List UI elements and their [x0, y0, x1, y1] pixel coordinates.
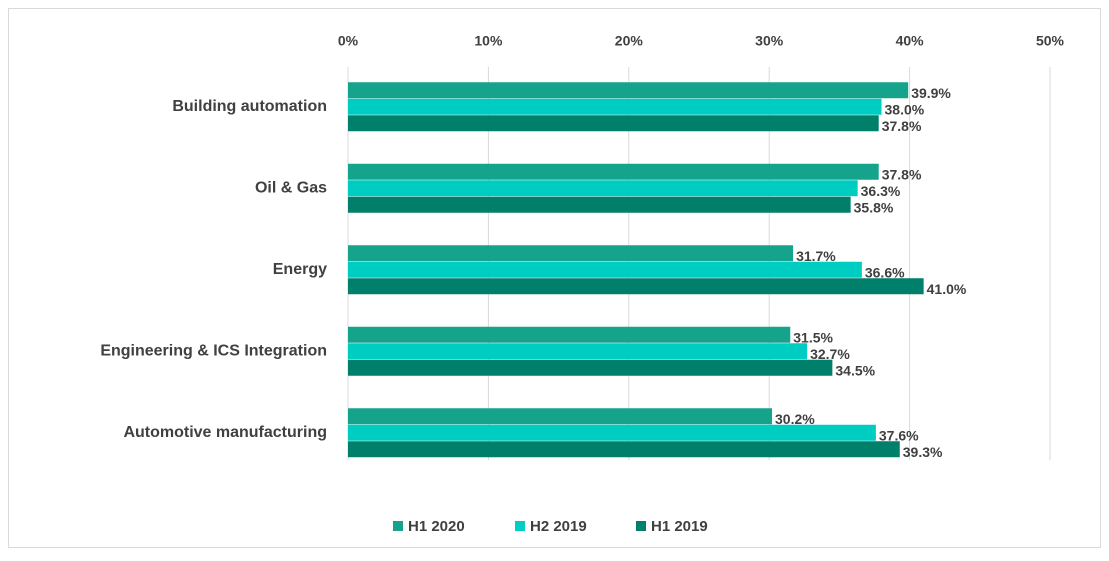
value-label: 36.3%: [861, 183, 901, 199]
x-tick-label: 20%: [615, 33, 644, 49]
bar: [348, 408, 773, 425]
value-label: 37.8%: [882, 167, 922, 183]
chart-frame: [8, 8, 1101, 548]
legend-swatch: [636, 521, 646, 531]
y-tick-label: Energy: [273, 261, 327, 278]
bar: [348, 261, 862, 278]
y-tick-label: Engineering & ICS Integration: [100, 343, 327, 360]
value-label: 37.6%: [879, 428, 919, 444]
bar: [348, 180, 858, 197]
x-tick-label: 10%: [474, 33, 503, 49]
legend-label: H1 2019: [651, 518, 708, 535]
bar: [348, 278, 924, 295]
bar: [348, 343, 808, 360]
x-tick-label: 40%: [896, 33, 925, 49]
y-tick-label: Oil & Gas: [255, 180, 327, 197]
bar: [348, 424, 876, 441]
value-label: 39.9%: [911, 85, 951, 101]
bar: [348, 163, 879, 180]
value-label: 31.5%: [793, 330, 833, 346]
x-tick-label: 30%: [755, 33, 784, 49]
x-tick-label: 0%: [338, 33, 359, 49]
value-label: 36.6%: [865, 265, 905, 281]
bar: [348, 245, 794, 262]
bar: [348, 441, 900, 458]
x-tick-label: 50%: [1036, 33, 1065, 49]
legend-label: H1 2020: [408, 518, 465, 535]
y-tick-label: Automotive manufacturing: [123, 424, 327, 441]
value-label: 35.8%: [854, 200, 894, 216]
value-label: 37.8%: [882, 118, 922, 134]
value-label: 38.0%: [885, 102, 925, 118]
bar: [348, 82, 909, 99]
y-tick-label: Building automation: [172, 98, 327, 115]
legend-swatch: [393, 521, 403, 531]
bar: [348, 98, 882, 115]
bar: [348, 326, 791, 343]
bar: [348, 115, 879, 132]
value-label: 39.3%: [903, 444, 943, 460]
value-label: 30.2%: [775, 411, 815, 427]
value-label: 32.7%: [810, 346, 850, 362]
value-label: 34.5%: [835, 363, 875, 379]
legend-label: H2 2019: [530, 518, 587, 535]
value-label: 41.0%: [927, 281, 967, 297]
bar: [348, 196, 851, 213]
bar: [348, 359, 833, 376]
value-label: 31.7%: [796, 248, 836, 264]
legend-swatch: [515, 521, 525, 531]
